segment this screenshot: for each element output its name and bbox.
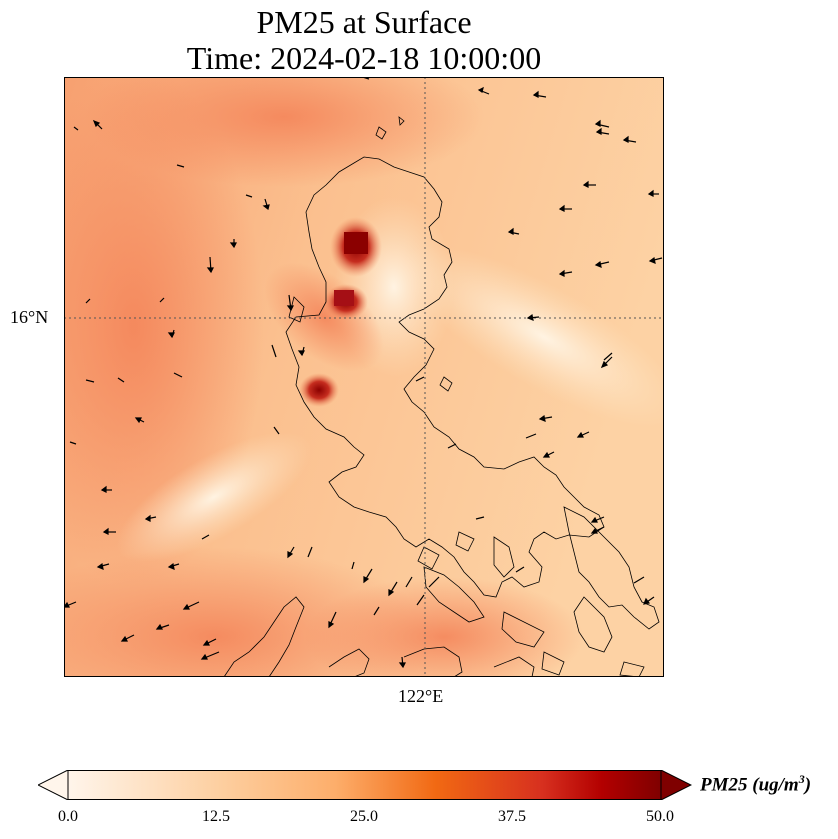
wind-arrow <box>155 623 170 630</box>
coastline <box>223 116 660 677</box>
wind-arrow <box>206 256 214 274</box>
wind-arrow <box>202 638 217 646</box>
hotspot-south <box>299 373 339 407</box>
lat-label: 16°N <box>10 307 49 327</box>
wind-arrow <box>538 414 553 422</box>
pm25-field-clean-band <box>403 246 664 428</box>
colorbar-tick: 12.5 <box>202 808 230 825</box>
wind-arrow <box>173 372 183 378</box>
lon-label: 122°E <box>398 686 444 706</box>
wind-arrow <box>96 562 110 570</box>
colorbar-label: PM25 (ug/m3) <box>700 772 812 796</box>
hotspot-peak-2 <box>334 290 354 306</box>
wind-arrow <box>85 298 91 304</box>
colorbar-tick: 50.0 <box>646 808 674 825</box>
wind-arrow <box>69 441 77 445</box>
hotspot-peak <box>344 232 368 254</box>
colorbar-tick: 37.5 <box>498 808 526 825</box>
map-frame <box>64 77 664 677</box>
pm25-field-clean-west <box>116 432 312 562</box>
wind-arrow <box>182 601 200 610</box>
wind-arrow <box>64 601 77 608</box>
wind-arrow <box>307 546 313 558</box>
wind-arrow <box>558 204 572 212</box>
wind-arrow <box>363 568 373 584</box>
wind-arrow <box>648 256 663 264</box>
wind-arrow <box>167 562 180 570</box>
wind-arrow <box>102 527 116 535</box>
wind-arrow <box>595 127 610 135</box>
wind-arrow <box>416 594 425 606</box>
wind-arrow <box>507 227 520 235</box>
wind-arrow <box>134 417 145 424</box>
wind-arrow <box>262 198 270 211</box>
wind-arrow <box>415 376 425 382</box>
pm25-map <box>64 77 664 677</box>
wind-arrow <box>85 379 95 383</box>
pm25-field-southeast <box>304 577 584 677</box>
wind-arrow <box>297 346 305 357</box>
wind-arrow <box>525 433 537 439</box>
wind-arrow <box>558 269 573 277</box>
wind-arrow <box>73 126 79 131</box>
wind-arrow <box>201 534 210 540</box>
wind-arrow <box>271 344 277 358</box>
wind-arrow <box>643 596 655 605</box>
wind-arrow <box>398 656 406 669</box>
wind-arrow <box>245 194 253 198</box>
wind-arrow <box>144 514 157 522</box>
colorbar-tick: 25.0 <box>350 808 378 825</box>
wind-arrow <box>117 377 125 383</box>
wind-arrow <box>428 576 440 588</box>
wind-arrow <box>576 431 590 438</box>
colorbar-gradient <box>67 770 662 800</box>
wind-arrow <box>526 313 540 321</box>
pm25-field-north <box>84 77 484 187</box>
wind-arrow <box>477 86 490 95</box>
wind-arrow <box>92 119 103 130</box>
wind-arrow <box>328 611 337 629</box>
wind-arrow <box>167 329 175 339</box>
wind-arrow <box>542 451 555 458</box>
wind-arrow <box>594 119 610 128</box>
wind-vectors <box>64 77 663 669</box>
wind-arrow <box>594 260 610 268</box>
wind-arrow <box>515 566 525 573</box>
wind-arrow <box>388 581 398 597</box>
wind-arrow <box>603 352 613 361</box>
wind-arrow <box>287 546 295 559</box>
colorbar-tick: 0.0 <box>58 808 78 825</box>
wind-arrow <box>286 294 294 312</box>
wind-arrow <box>360 77 370 80</box>
wind-arrow <box>405 576 413 588</box>
wind-arrow <box>351 561 355 570</box>
colorbar-max-extend <box>660 770 692 800</box>
wind-arrow <box>273 426 280 435</box>
map-title: PM25 at Surface <box>256 4 472 40</box>
wind-arrow <box>229 239 237 249</box>
wind-arrow <box>373 606 380 616</box>
colorbar <box>38 770 692 800</box>
wind-arrow <box>447 443 457 449</box>
wind-arrow <box>475 516 485 520</box>
wind-arrow <box>200 651 220 660</box>
wind-arrow <box>532 90 547 98</box>
map-time: Time: 2024-02-18 10:00:00 <box>186 40 542 76</box>
wind-arrow <box>622 135 637 143</box>
pm25-field-plume <box>264 262 384 372</box>
wind-arrow <box>120 634 135 642</box>
wind-arrow <box>590 526 605 534</box>
wind-arrow <box>176 164 185 168</box>
wind-arrow <box>633 576 645 584</box>
wind-arrow <box>582 180 596 188</box>
colorbar-min-extend <box>38 770 69 800</box>
wind-arrow <box>100 485 112 493</box>
wind-arrow <box>159 297 165 303</box>
wind-arrow <box>647 189 659 197</box>
wind-arrow <box>590 516 605 523</box>
wind-arrow <box>600 356 613 369</box>
